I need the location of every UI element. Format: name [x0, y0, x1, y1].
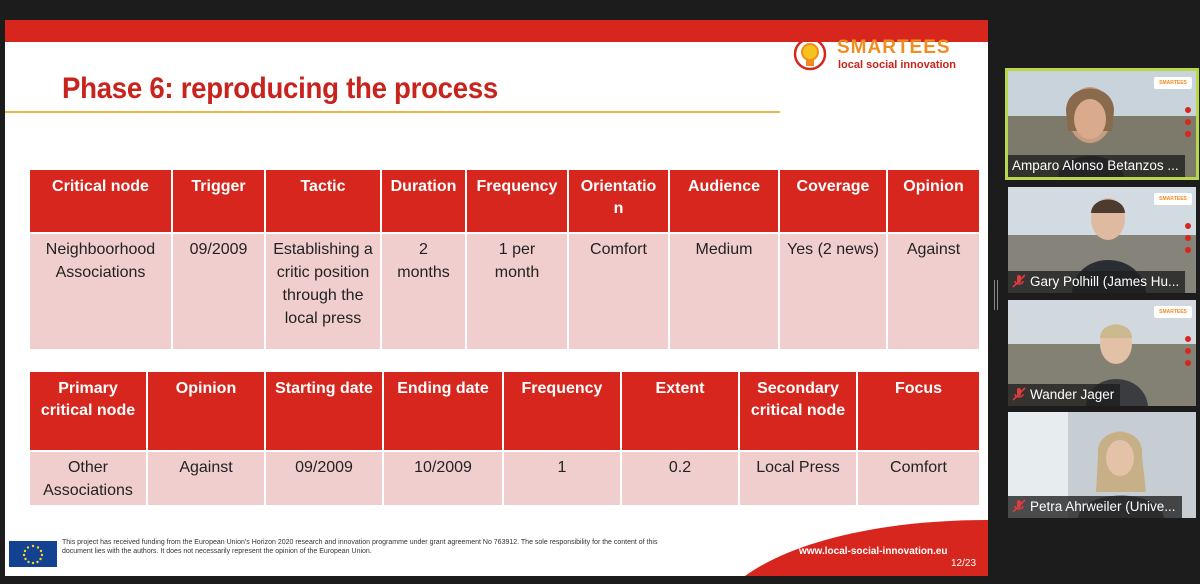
microphone-muted-icon [1012, 387, 1026, 401]
smartees-mini-logo: SMARTEES [1154, 77, 1192, 89]
participant-name: Gary Polhill (James Hu... [1008, 271, 1186, 293]
table-cell: Establishing a critic position through t… [264, 232, 382, 351]
table-cell: Medium [668, 232, 780, 351]
column-header: Trigger [171, 168, 266, 234]
column-header: Orientatio n [567, 168, 670, 234]
participant-tile-4[interactable]: Petra Ahrweiler (Unive... [1008, 412, 1196, 518]
lightbulb-icon [793, 38, 827, 71]
table-header-row: Critical node Trigger Tactic Duration Freque… [28, 168, 981, 234]
participant-tile-3[interactable]: SMARTEES Wander Jager [1008, 300, 1196, 406]
column-header: Ending date [382, 370, 504, 452]
microphone-muted-icon [1012, 274, 1026, 288]
side-dots [1185, 223, 1193, 259]
table-cell: Other Associations [28, 450, 148, 507]
table-cell: Comfort [567, 232, 670, 351]
smartees-logo: SMARTEES local social innovation [793, 36, 983, 80]
title-underline [5, 111, 780, 113]
table-cell: Neighboorhood Associations [28, 232, 173, 351]
column-header: Coverage [778, 168, 888, 234]
smartees-mini-logo: SMARTEES [1154, 306, 1192, 318]
column-header: Opinion [146, 370, 266, 452]
table-cell: 2 months [380, 232, 467, 351]
table-cell: Against [146, 450, 266, 507]
panel-resize-handle[interactable] [994, 280, 998, 310]
side-dots [1185, 107, 1193, 143]
column-header: Frequency [465, 168, 569, 234]
presentation-slide: SMARTEES local social innovation Phase 6… [5, 20, 988, 576]
column-header: Primary critical node [28, 370, 148, 452]
smartees-mini-logo: SMARTEES [1154, 193, 1192, 205]
participant-name: Wander Jager [1008, 384, 1121, 406]
slide-top-bar [5, 20, 988, 42]
table-cell: 1 per month [465, 232, 569, 351]
table-cell: 0.2 [620, 450, 740, 507]
column-header: Audience [668, 168, 780, 234]
slide-title: Phase 6: reproducing the process [62, 72, 498, 105]
table-cell: 09/2009 [171, 232, 266, 351]
table-cell: 10/2009 [382, 450, 504, 507]
table-cell: 1 [502, 450, 622, 507]
participant-tile-1[interactable]: SMARTEES Amparo Alonso Betanzos ... [1005, 68, 1199, 180]
table-header-row: Primary critical node Opinion Starting dat… [28, 370, 981, 452]
column-header: Extent [620, 370, 740, 452]
funding-disclaimer: This project has received funding from t… [62, 539, 658, 555]
critical-node-table: Primary critical node Opinion Starting dat… [28, 370, 981, 507]
column-header: Critical node [28, 168, 173, 234]
column-header: Focus [856, 370, 981, 452]
microphone-muted-icon [1012, 499, 1026, 513]
participant-name: Petra Ahrweiler (Unive... [1008, 496, 1182, 518]
table-cell: 09/2009 [264, 450, 384, 507]
side-dots [1185, 336, 1193, 372]
column-header: Tactic [264, 168, 382, 234]
logo-name: SMARTEES [837, 37, 951, 58]
table-row: Neighboorhood Associations 09/2009 Establi… [28, 232, 981, 351]
column-header: Duration [380, 168, 467, 234]
column-header: Opinion [886, 168, 981, 234]
table-cell: Local Press [738, 450, 858, 507]
table-row: Other Associations Against 09/2009 10/2009 1… [28, 450, 981, 507]
table-cell: Yes (2 news) [778, 232, 888, 351]
process-table: Critical node Trigger Tactic Duration Freque… [28, 168, 981, 351]
website-url: www.local-social-innovation.eu [799, 546, 948, 557]
page-number: 12/23 [951, 558, 977, 569]
table-cell: Against [886, 232, 981, 351]
participant-tile-2[interactable]: SMARTEES Gary Polhill (James Hu... [1008, 187, 1196, 293]
column-header: Secondary critical node [738, 370, 858, 452]
participant-name: Amparo Alonso Betanzos ... [1008, 155, 1185, 177]
eu-flag-icon [8, 540, 58, 568]
column-header: Starting date [264, 370, 384, 452]
column-header: Frequency [502, 370, 622, 452]
table-cell: Comfort [856, 450, 981, 507]
logo-tagline: local social innovation [838, 59, 956, 71]
